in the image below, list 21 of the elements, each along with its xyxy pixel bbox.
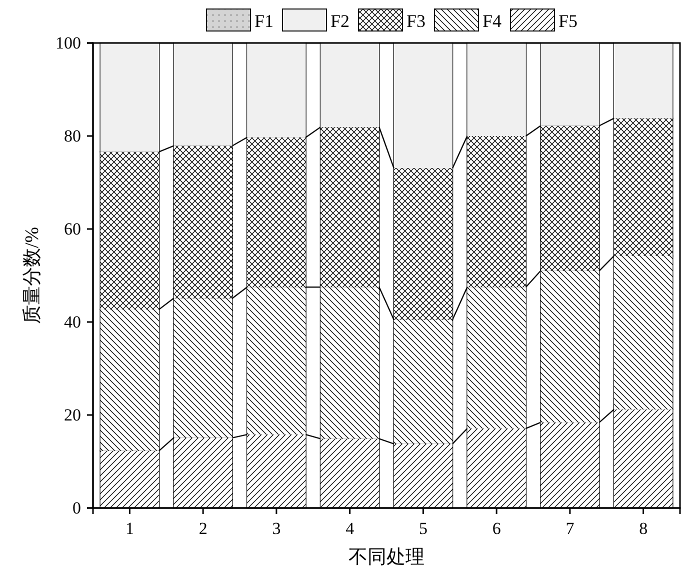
x-tick-label: 5	[418, 519, 428, 538]
y-tick-label: 0	[72, 498, 81, 518]
y-axis-title: 质量分数/%	[22, 226, 43, 324]
x-axis-title: 不同处理	[348, 547, 424, 568]
x-tick-label: 7	[566, 519, 575, 538]
y-tick-label: 80	[64, 126, 81, 146]
x-tick-label: 2	[198, 519, 208, 538]
legend-label: F1	[254, 11, 274, 31]
y-tick-label: 40	[64, 312, 81, 332]
legend-label: F2	[330, 11, 350, 31]
x-tick-label: 1	[125, 519, 134, 538]
x-tick-label: 8	[639, 519, 648, 538]
y-tick-label: 60	[64, 219, 81, 238]
y-tick-label: 100	[56, 33, 81, 52]
x-tick-label: 3	[272, 519, 281, 538]
y-tick-label: 20	[64, 405, 81, 424]
x-tick-label: 6	[492, 519, 501, 538]
x-tick-label: 4	[346, 519, 355, 538]
legend-label: F3	[406, 11, 426, 31]
legend-label: F5	[558, 11, 578, 31]
legend-label: F4	[482, 11, 502, 31]
